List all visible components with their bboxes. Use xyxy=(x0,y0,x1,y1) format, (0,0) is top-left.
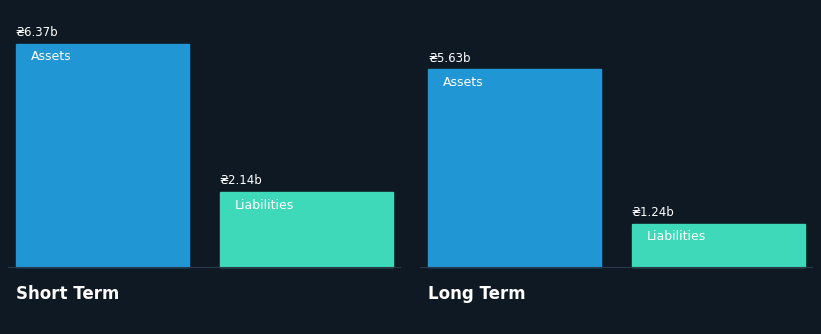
Text: Short Term: Short Term xyxy=(16,285,119,303)
Text: ₴2.14b: ₴2.14b xyxy=(219,174,262,187)
Text: ₴6.37b: ₴6.37b xyxy=(16,26,58,39)
Bar xyxy=(16,43,190,267)
Bar xyxy=(219,192,393,267)
Text: Long Term: Long Term xyxy=(428,285,525,303)
Text: Assets: Assets xyxy=(31,50,71,63)
Bar xyxy=(428,69,602,267)
Text: ₴5.63b: ₴5.63b xyxy=(428,52,470,65)
Text: Assets: Assets xyxy=(443,76,484,89)
Bar xyxy=(631,223,805,267)
Text: Liabilities: Liabilities xyxy=(235,199,294,212)
Text: ₴1.24b: ₴1.24b xyxy=(631,206,674,219)
Text: Liabilities: Liabilities xyxy=(647,230,706,243)
